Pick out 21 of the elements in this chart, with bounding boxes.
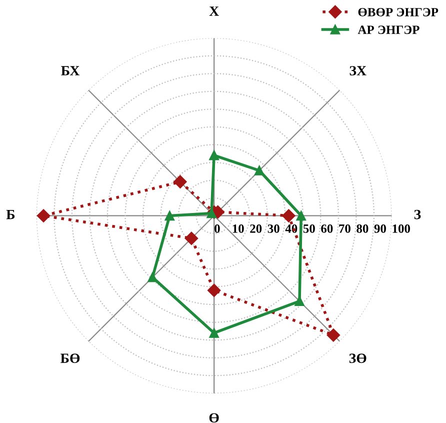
y-tick-label: 10: [232, 224, 244, 233]
y-tick-label: 60: [321, 224, 333, 233]
y-tick-label: 40: [285, 224, 298, 233]
y-tick-label: 70: [339, 224, 350, 233]
spoke-label: БӨ: [60, 354, 80, 363]
y-tick-label: 80: [356, 224, 368, 233]
y-tick-label: 100: [392, 224, 410, 233]
spoke-label: ЗХ: [350, 66, 366, 76]
y-tick-label: 0: [214, 224, 220, 233]
y-tick-label: 50: [303, 224, 315, 233]
spoke-label: Ө: [209, 413, 219, 423]
spoke-label: Б: [6, 210, 15, 220]
legend-label: АР ЭНГЭР: [358, 26, 420, 34]
legend-label: ӨВӨР ЭНГЭР: [358, 8, 438, 16]
y-tick-label: 20: [250, 224, 262, 233]
y-tick-label: 30: [268, 224, 280, 233]
spoke-label: БХ: [61, 66, 80, 76]
y-tick-label: 90: [374, 224, 386, 233]
spoke-label: ЗӨ: [349, 354, 366, 363]
spoke-label: Х: [209, 6, 219, 16]
spoke-label: З: [414, 210, 421, 220]
